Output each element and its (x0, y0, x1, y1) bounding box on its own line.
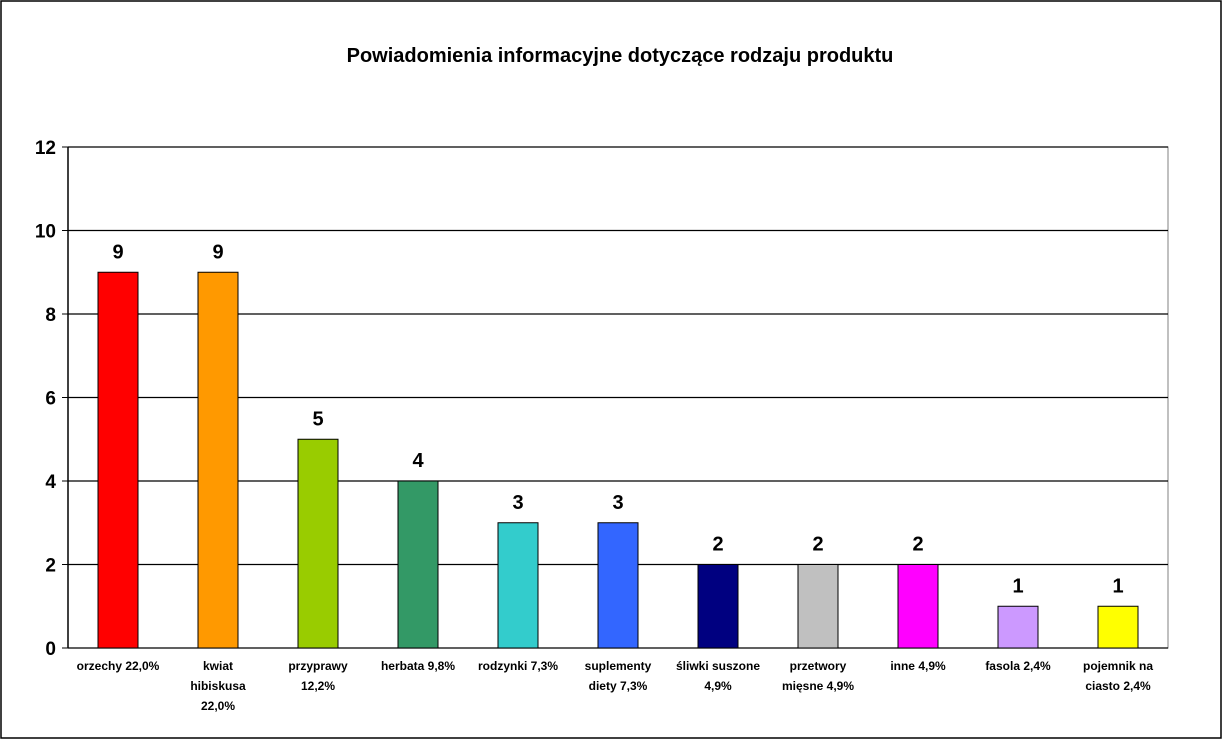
x-tick-label: rodzynki 7,3% (478, 659, 558, 673)
bar (597, 522, 639, 649)
x-tick-label: przetwory mięsne 4,9% (782, 659, 854, 693)
x-tick-label: pojemnik na ciasto 2,4% (1083, 659, 1153, 693)
y-tick-label: 10 (35, 222, 56, 243)
data-label: 1 (1112, 575, 1123, 597)
bar (97, 271, 139, 649)
x-tick-label: fasola 2,4% (985, 659, 1051, 673)
x-tick-label: śliwki suszone 4,9% (676, 659, 760, 693)
x-tick-label: przyprawy 12,2% (288, 659, 348, 693)
x-tick-label: kwiat hibiskusa 22,0% (190, 659, 246, 713)
x-tick-label: inne 4,9% (890, 659, 946, 673)
y-tick-label: 0 (45, 639, 56, 660)
x-tick-label: herbata 9,8% (381, 659, 455, 673)
data-label: 2 (812, 534, 823, 556)
x-tick-label: orzechy 22,0% (77, 659, 160, 673)
data-label: 2 (912, 534, 923, 556)
y-tick-label: 8 (45, 305, 56, 326)
bar (1097, 605, 1139, 649)
data-label: 3 (612, 492, 623, 514)
bar (897, 564, 939, 649)
y-tick-label: 6 (45, 389, 56, 410)
x-tick-label: suplementy diety 7,3% (585, 659, 652, 693)
data-label: 9 (112, 241, 123, 263)
data-label: 5 (312, 408, 323, 430)
bar (797, 564, 839, 649)
bar (497, 522, 539, 649)
y-tick-label: 4 (45, 472, 56, 493)
data-label: 4 (412, 450, 424, 472)
data-label: 9 (212, 241, 223, 263)
bar (997, 605, 1039, 649)
bar (697, 564, 739, 649)
bar (197, 271, 239, 649)
chart-title: Powiadomienia informacyjne dotyczące rod… (347, 45, 894, 67)
bar (297, 438, 339, 649)
y-tick-label: 12 (35, 138, 56, 159)
y-tick-label: 2 (45, 556, 56, 577)
bar (397, 480, 439, 649)
data-label: 3 (512, 492, 523, 514)
data-label: 1 (1012, 575, 1023, 597)
data-label: 2 (712, 534, 723, 556)
